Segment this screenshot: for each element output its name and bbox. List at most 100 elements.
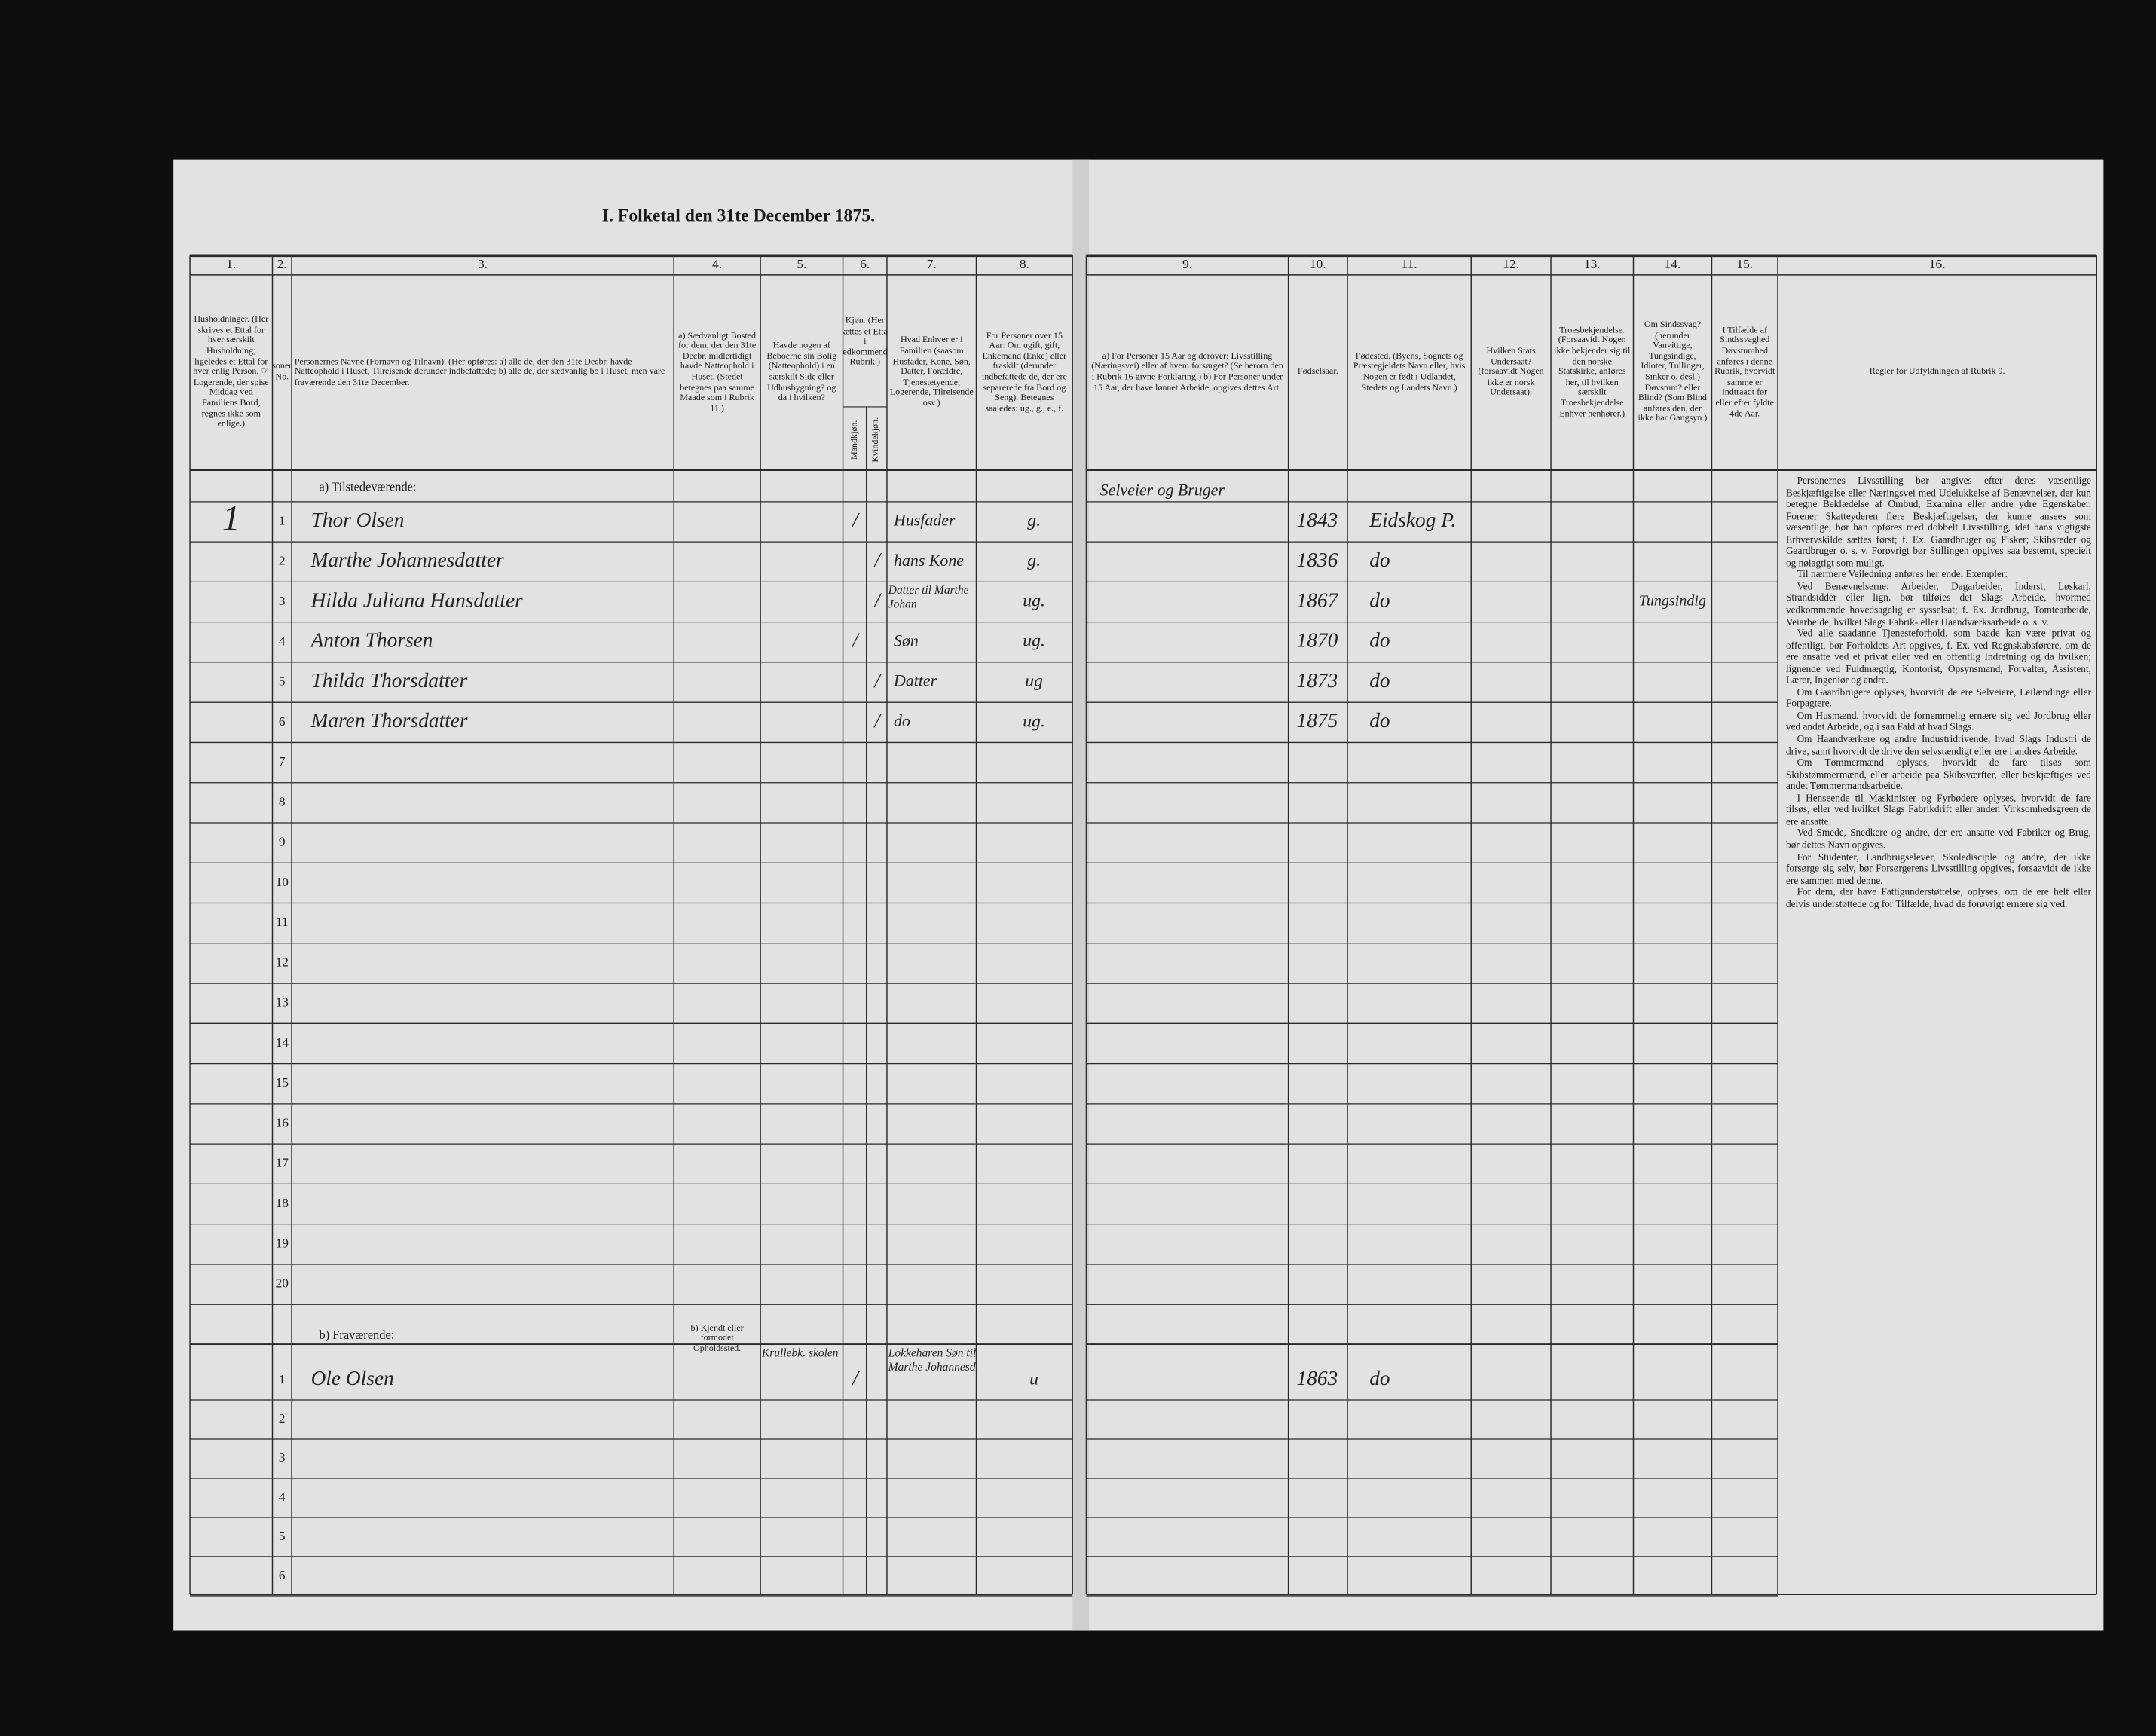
column-number: 8. <box>1020 257 1029 271</box>
column-number: 5. <box>797 257 806 271</box>
rules-text-box: Personernes Livsstilling bør angives eft… <box>1786 475 2091 910</box>
column-header-box: Hvad Enhver er i Familien (saasom Husfad… <box>889 335 974 408</box>
column-header-box: a) Sædvanligt Bosted for dem, der den 31… <box>678 330 757 414</box>
civil-status: ug <box>1025 671 1043 691</box>
whereabouts-box: Krullebk. skolen <box>762 1346 839 1359</box>
rules-paragraph: Om Gaardbrugere oplyses, hvorvidt de ere… <box>1785 686 2091 711</box>
column-header: Troesbekjendelse. (Forsaavidt Nogen ikke… <box>1554 326 1631 419</box>
sex-mark: / <box>851 1367 860 1389</box>
birthplace: Eidskog P. <box>1369 509 1456 531</box>
row-number: 1 <box>279 513 286 527</box>
column-number: 10. <box>1310 257 1326 271</box>
rules-paragraph: Ved alle saadanne Tjenesteforhold, som b… <box>1785 627 2091 686</box>
column-header: Hvad Enhver er i Familien (saasom Husfad… <box>889 335 974 408</box>
rules-paragraph: Om Haandværkere og andre Industridrivend… <box>1785 732 2091 757</box>
column-header-box: Troesbekjendelse. (Forsaavidt Nogen ikke… <box>1554 326 1631 419</box>
sex-mark: / <box>873 588 882 611</box>
family-relation: Lokkeharen Søn til Marthe Johannesd. <box>888 1345 979 1374</box>
column-number: 16. <box>1929 257 1946 271</box>
row-number: 17 <box>276 1156 289 1170</box>
column-number: 3. <box>478 257 488 271</box>
family-relation-box: Datter til Marthe Johan <box>888 583 969 611</box>
column-header-box: I Tilfælde af Sindssvaghed Døvstumhed an… <box>1714 326 1775 419</box>
row-number: 3 <box>279 1450 286 1465</box>
person-name: Thor Olsen <box>311 509 405 531</box>
column-header-box: Om Sindssvag? (herunder Vanvittige, Tung… <box>1638 320 1708 424</box>
column-header-box: a) For Personer 15 Aar og derover: Livss… <box>1091 351 1283 393</box>
column-header-box: Hvilken Stats Undersaat? (forsaavidt Nog… <box>1478 346 1544 398</box>
row-number: 15 <box>276 1075 289 1090</box>
column-number: 11. <box>1402 257 1417 271</box>
sex-mark: / <box>873 709 882 732</box>
occupation: Selveier og Bruger <box>1100 480 1225 499</box>
column-header: Husholdninger. (Her skrives et Ettal for… <box>193 315 270 429</box>
column-number: 15. <box>1736 257 1753 271</box>
birth-year: 1843 <box>1297 509 1338 531</box>
birth-year: 1836 <box>1297 549 1338 571</box>
family-relation: hans Kone <box>894 551 964 570</box>
sex-mark: / <box>873 669 882 692</box>
row-number: 6 <box>279 1568 286 1582</box>
row-number: 3 <box>279 594 286 608</box>
row-number: 4 <box>279 1490 286 1504</box>
row-number: 2 <box>279 554 286 568</box>
birth-year: 1873 <box>1297 669 1338 692</box>
column-number: 4. <box>712 257 722 271</box>
person-name: Marthe Johannesdatter <box>310 549 504 571</box>
rules-paragraph: Om Husmænd, hvorvidt de fornemmelig ernæ… <box>1785 709 2091 734</box>
column-header-box: Kjøn. (Her sættes et Ettal i vedkommende… <box>843 316 887 368</box>
rules-paragraph: For dem, der have Fattigunderstøttelse, … <box>1785 885 2091 910</box>
rules-text: Personernes Livsstilling bør angives eft… <box>1786 475 2091 910</box>
column-number: 6. <box>860 257 870 271</box>
sex-mark: / <box>873 549 882 571</box>
rules-paragraph: Ved Benævnelserne: Arbeider, Dagarbeider… <box>1785 579 2091 628</box>
row-number: 1 <box>279 1372 286 1386</box>
paper <box>173 159 2104 1631</box>
person-name: Maren Thorsdatter <box>310 709 468 732</box>
person-name: Anton Thorsen <box>310 629 433 652</box>
row-number: 5 <box>279 1529 286 1543</box>
rules-paragraph: Om Tømmermænd oplyses, hvorvidt de fare … <box>1785 756 2091 793</box>
page-fold <box>1072 159 1090 1631</box>
row-number: 9 <box>279 835 286 849</box>
civil-status: g. <box>1027 551 1041 570</box>
mental-condition: Tungsindig <box>1639 593 1706 610</box>
column-header: a) Sædvanligt Bosted for dem, der den 31… <box>678 330 757 414</box>
rules-paragraph: For Studenter, Landbrugselever, Skoledis… <box>1785 850 2091 886</box>
column-header: a) For Personer 15 Aar og derover: Livss… <box>1091 351 1283 393</box>
column-header: Personernes Navne (Fornavn og Tilnavn). … <box>294 356 665 388</box>
civil-status: ug. <box>1023 591 1045 610</box>
column-number: 2. <box>277 257 287 271</box>
civil-status: ug. <box>1023 631 1045 651</box>
family-relation: Datter til Marthe Johan <box>888 583 969 611</box>
column-header: Personernes No. <box>272 362 292 383</box>
family-relation-box: Lokkeharen Søn til Marthe Johannesd. <box>888 1345 979 1374</box>
column-number: 9. <box>1182 257 1192 271</box>
column-header-box: Personernes Navne (Fornavn og Tilnavn). … <box>294 356 665 388</box>
column-header: Om Sindssvag? (herunder Vanvittige, Tung… <box>1638 320 1708 424</box>
column-header: I Tilfælde af Sindssvaghed Døvstumhed an… <box>1714 326 1775 419</box>
civil-status: g. <box>1027 511 1041 530</box>
birth-year: 1863 <box>1297 1367 1338 1389</box>
column-header: Hvilken Stats Undersaat? (forsaavidt Nog… <box>1478 346 1544 398</box>
row-number: 7 <box>279 754 286 769</box>
person-name: Thilda Thorsdatter <box>311 669 468 692</box>
whereabouts-header: b) Kjendt eller formodet Opholdssted. <box>690 1323 744 1354</box>
row-number: 6 <box>279 714 286 729</box>
column-header-box: Regler for Udfyldningen af Rubrik 9. <box>1870 367 2005 377</box>
row-number: 14 <box>276 1035 289 1050</box>
row-number: 12 <box>276 955 289 969</box>
row-number: 11 <box>276 915 289 929</box>
column-header-box: For Personer over 15 Aar: Om ugift, gift… <box>981 330 1067 414</box>
sex-mark: / <box>851 509 860 531</box>
birthplace: do <box>1369 1367 1390 1389</box>
birthplace: do <box>1369 669 1390 692</box>
civil-status: u <box>1029 1369 1038 1389</box>
household-count: 1 <box>222 499 240 538</box>
column-header: For Personer over 15 Aar: Om ugift, gift… <box>981 330 1067 414</box>
column-header-box: Personernes No. <box>272 362 292 383</box>
family-relation: Datter <box>893 671 937 690</box>
civil-status: ug. <box>1023 711 1045 731</box>
